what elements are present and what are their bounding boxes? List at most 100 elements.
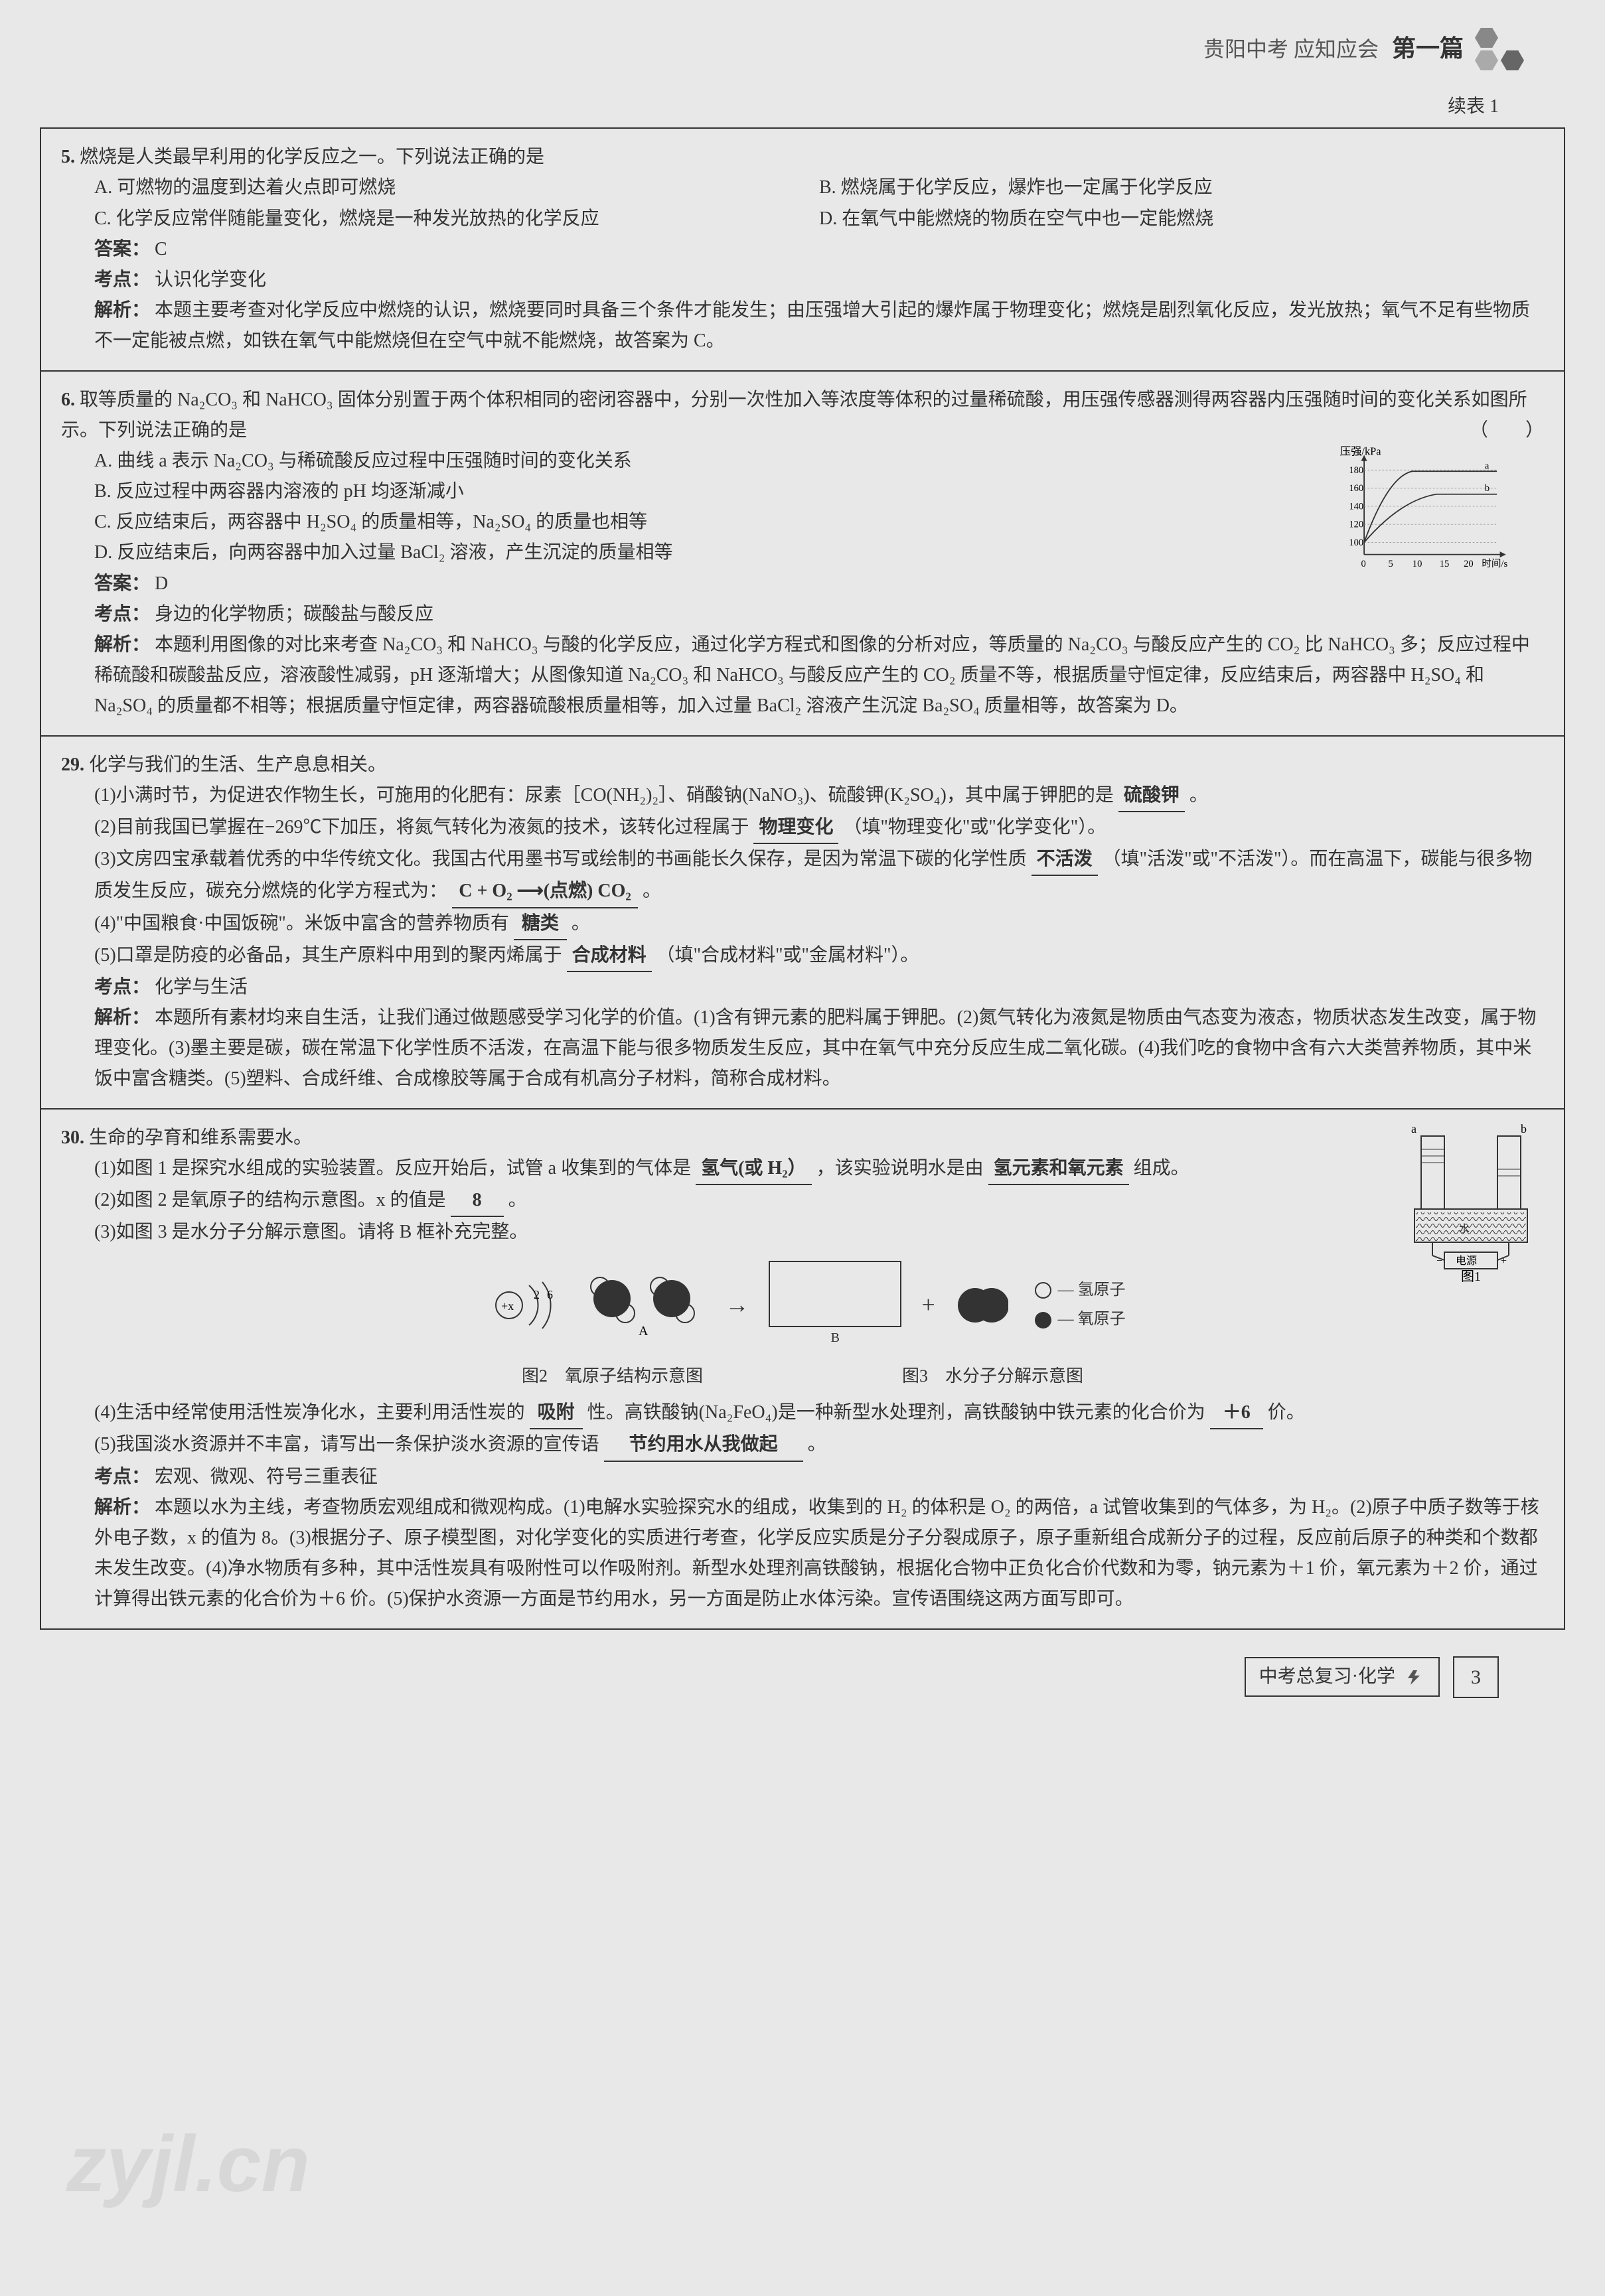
q29-number: 29. [61,754,84,775]
q30-sub1-blank: 氢气(或 H₂） [696,1153,812,1185]
q6-number: 6. [61,390,75,410]
header-text: 贵阳中考 应知应会 [1203,32,1379,67]
arrow-icon: → [725,1285,749,1325]
point-label: 考点： [94,269,150,290]
q5-number: 5. [61,147,75,167]
q29-analysis: 本题所有素材均来自生活，让我们通过做题感受学习化学的价值。(1)含有钾元素的肥料… [94,1007,1536,1089]
oxygen-atom-structure-diagram: +x 2 6 [479,1265,559,1345]
lightning-icon [1405,1669,1425,1686]
q30-sub2-post: 。 [508,1190,527,1210]
q29-sub1-pre: (1)小满时节，为促进农作物生长，可施用的化肥有：尿素［CO(NH₂)₂］、硝酸… [94,785,1114,806]
q30-sub5-blank: 节约用水从我做起 [604,1429,803,1461]
svg-text:+x: +x [501,1299,514,1313]
svg-text:20: 20 [1464,559,1474,569]
plus-icon: + [921,1285,935,1325]
q30-sub4-blank2: ＋6 [1210,1398,1263,1429]
q30-analysis: 本题以水为主线，考查物质宏观组成和微观构成。(1)电解水实验探究水的组成，收集到… [94,1497,1539,1610]
svg-text:A: A [639,1324,649,1338]
caption-fig3: 图3 水分子分解示意图 [902,1362,1083,1391]
q29-sub1-post: 。 [1189,785,1208,806]
analysis-label: 解析： [94,1007,150,1028]
q29-sub4-post: 。 [572,913,590,934]
q5-option-a: A. 可燃物的温度到达着火点即可燃烧 [94,173,819,203]
svg-text:图1: 图1 [1461,1269,1481,1282]
q5-point: 认识化学变化 [155,269,266,290]
svg-text:15: 15 [1440,559,1450,569]
q30-point: 宏观、微观、符号三重表征 [155,1467,378,1487]
q30-sub3: (3)如图 3 是水分子分解示意图。请将 B 框补充完整。 [61,1217,1544,1248]
svg-text:水: 水 [1459,1223,1470,1235]
q30-stem: 生命的孕育和维系需要水。 [89,1127,312,1148]
q5-option-d: D. 在氧气中能燃烧的物质在空气中也一定能燃烧 [819,204,1544,234]
svg-text:b: b [1485,483,1490,494]
svg-text:b: b [1521,1123,1527,1135]
q30-sub1-blank2: 氢元素和氧元素 [988,1153,1129,1185]
q6-option-a: A. 曲线 a 表示 Na₂CO₃ 与稀硫酸反应过程中压强随时间的变化关系 [61,446,1332,476]
q30-sub2-blank: 8 [451,1185,504,1217]
svg-text:120: 120 [1349,520,1363,530]
q29-point: 化学与生活 [155,977,248,997]
q5-option-b: B. 燃烧属于化学反应，爆炸也一定属于化学反应 [819,173,1544,203]
svg-text:电源: 电源 [1456,1255,1477,1267]
q5-option-c: C. 化学反应常伴随能量变化，燃烧是一种发光放热的化学反应 [94,204,819,234]
q6-option-c: C. 反应结束后，两容器中 H₂SO₄ 的质量相等，Na₂SO₄ 的质量也相等 [61,507,1332,538]
analysis-label: 解析： [94,634,150,655]
diagram-row: +x 2 6 A → B + [61,1261,1544,1349]
electrolysis-device-diagram: a b 水 − 电源 + [1405,1123,1537,1292]
q30-sub4-blank: 吸附 [530,1398,583,1429]
svg-text:180: 180 [1349,465,1363,476]
svg-text:a: a [1411,1123,1416,1135]
analysis-label: 解析： [94,1497,150,1518]
q30-sub4-mid: 性。高铁酸钠(Na₂FeO₄)是一种新型水处理剂，高铁酸钠中铁元素的化合价为 [587,1402,1205,1423]
q6-chart: 压强/kPa 180 160 140 120 100 a b 0 [1332,446,1544,599]
point-label: 考点： [94,604,150,624]
answer-label: 答案： [94,573,150,594]
legend-hydrogen: — 氢原子 [1058,1277,1126,1304]
q29-sub3-blank: 不活泼 [1032,844,1098,876]
q6-answer: D [155,573,168,594]
point-label: 考点： [94,977,150,997]
svg-text:140: 140 [1349,501,1363,512]
legend-oxygen: — 氧原子 [1058,1307,1126,1333]
q29-sub5-blank: 合成材料 [567,940,652,972]
q29-sub3-pre: (3)文房四宝承载着优秀的中华传统文化。我国古代用墨书写或绘制的书画能长久保存，… [94,849,1027,869]
header-section-label: 第一篇 [1392,29,1464,68]
question-6: 6. 取等质量的 Na₂CO₃ 和 NaHCO₃ 固体分别置于两个体积相同的密闭… [40,372,1565,737]
point-label: 考点： [94,1467,150,1487]
q30-sub4-post: 价。 [1268,1402,1305,1423]
svg-text:0: 0 [1361,559,1366,569]
footer-label-box: 中考总复习·化学 [1245,1657,1440,1697]
question-30: a b 水 − 电源 + [40,1110,1565,1630]
hexagon-decoration-icon [1474,27,1525,72]
q29-sub5-pre: (5)口罩是防疫的必备品，其生产原料中用到的聚丙烯属于 [94,945,562,966]
q29-stem: 化学与我们的生活、生产息息相关。 [89,754,386,775]
water-decomposition-diagram: A → B + [585,1261,1008,1349]
svg-text:160: 160 [1349,483,1363,494]
q30-sub2-pre: (2)如图 2 是氧原子的结构示意图。x 的值是 [94,1190,446,1210]
q29-sub5-post: （填"合成材料"或"金属材料"）。 [656,945,919,966]
caption-fig2: 图2 氧原子结构示意图 [522,1362,703,1391]
table-continuation-note: 续表 1 [40,92,1565,122]
hydrogen-atom-icon [1035,1282,1051,1299]
q30-sub5-post: 。 [808,1434,826,1455]
q30-sub1-pre: (1)如图 1 是探究水组成的实验装置。反应开始后，试管 a 收集到的气体是 [94,1158,691,1179]
page-footer: 中考总复习·化学 3 [40,1656,1565,1699]
q29-sub2-blank: 物理变化 [753,812,838,844]
q30-number: 30. [61,1127,84,1148]
q30-sub1-mid: ，该实验说明水是由 [816,1158,984,1179]
oxygen-atom-icon [1035,1312,1051,1328]
q29-sub3-post: 。 [643,881,661,901]
svg-text:100: 100 [1349,538,1363,548]
chart-ylabel: 压强/kPa [1340,446,1382,458]
svg-text:10: 10 [1413,559,1422,569]
q5-answer: C [155,239,167,259]
q6-paren: （ ） [1470,415,1544,446]
question-29: 29. 化学与我们的生活、生产息息相关。 (1)小满时节，为促进农作物生长，可施… [40,737,1565,1110]
svg-text:a: a [1485,461,1490,471]
atom-legend: — 氢原子 — 氧原子 [1035,1277,1126,1333]
svg-text:时间/s: 时间/s [1482,558,1507,569]
q29-sub3-blank2: C + O₂ ⟶(点燃) CO₂ [452,876,638,908]
svg-text:5: 5 [1388,559,1393,569]
q6-analysis: 本题利用图像的对比来考查 Na₂CO₃ 和 NaHCO₃ 与酸的化学反应，通过化… [94,634,1530,716]
footer-label: 中考总复习·化学 [1259,1662,1395,1692]
